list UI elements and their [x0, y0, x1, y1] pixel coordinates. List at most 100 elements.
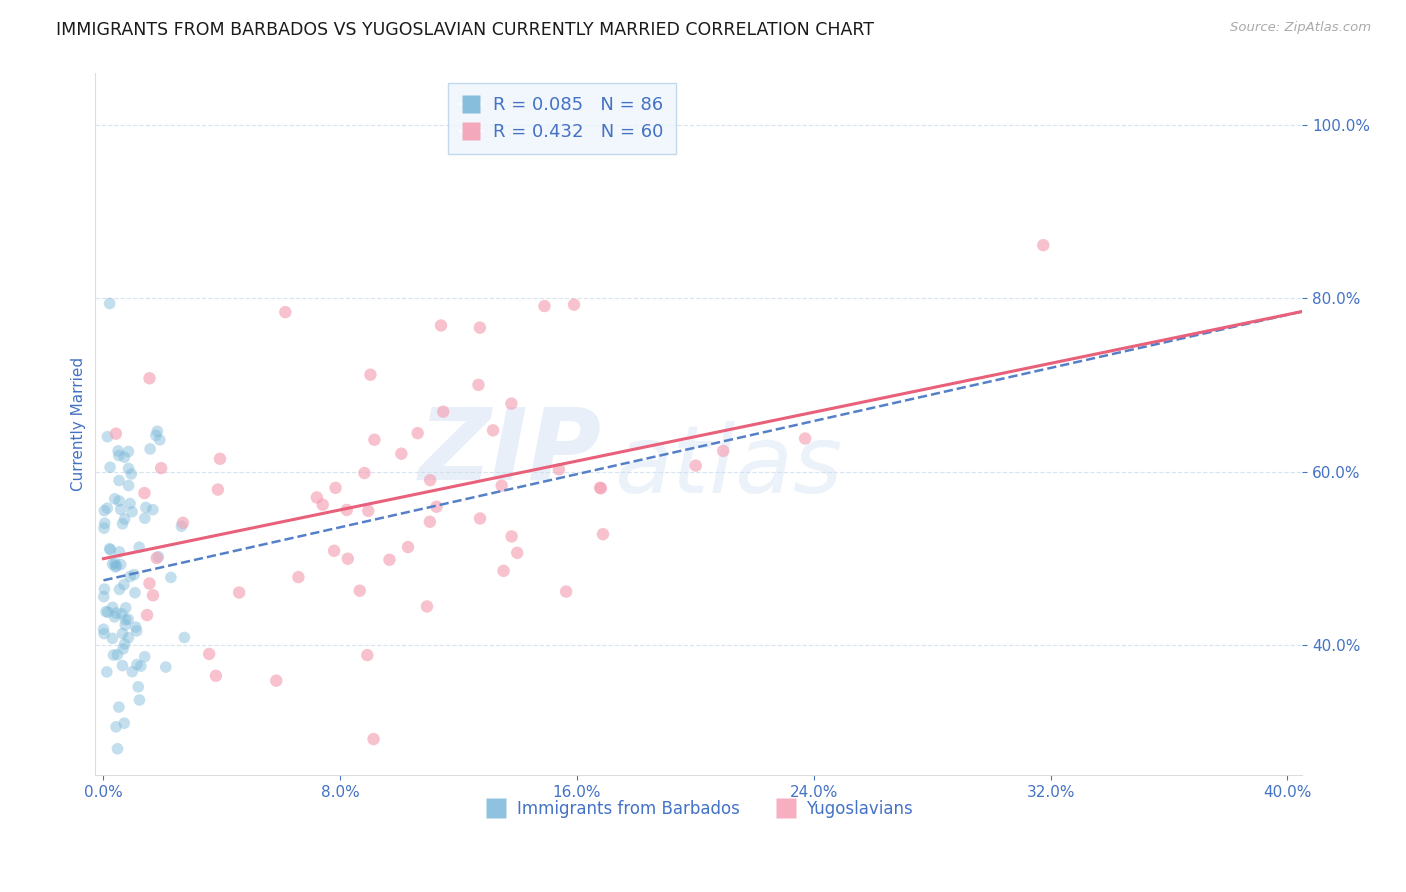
Point — [482, 423, 505, 437]
Point — [111, 658, 134, 673]
Point — [120, 467, 142, 481]
Point — [134, 649, 156, 664]
Point — [396, 540, 419, 554]
Point — [98, 541, 121, 556]
Point — [501, 396, 523, 410]
Point — [114, 613, 136, 627]
Point — [711, 444, 734, 458]
Point — [336, 503, 359, 517]
Point — [100, 542, 122, 557]
Point — [105, 606, 128, 620]
Point — [794, 432, 817, 446]
Point — [104, 491, 127, 506]
Point — [108, 449, 131, 463]
Point — [117, 612, 139, 626]
Point — [142, 588, 165, 602]
Point — [305, 491, 328, 505]
Point — [104, 560, 127, 574]
Point — [336, 551, 359, 566]
Point — [114, 618, 136, 632]
Point — [120, 788, 142, 802]
Point — [108, 474, 131, 488]
Point — [114, 512, 136, 526]
Point — [93, 626, 115, 640]
Point — [128, 693, 150, 707]
Point — [389, 447, 412, 461]
Point — [589, 481, 612, 495]
Y-axis label: Currently Married: Currently Married — [72, 357, 86, 491]
Point — [1032, 238, 1054, 252]
Point — [138, 371, 160, 385]
Point — [349, 583, 371, 598]
Point — [122, 567, 145, 582]
Point — [228, 585, 250, 599]
Point — [112, 577, 135, 591]
Point — [93, 516, 115, 531]
Point — [93, 521, 115, 535]
Point — [105, 648, 128, 662]
Point — [359, 368, 381, 382]
Point — [432, 405, 454, 419]
Point — [125, 657, 148, 672]
Point — [93, 622, 115, 636]
Point — [97, 605, 120, 619]
Point — [425, 500, 447, 514]
Point — [115, 822, 138, 836]
Point — [592, 527, 614, 541]
Point — [172, 516, 194, 530]
Point — [160, 570, 183, 584]
Point — [105, 558, 128, 573]
Point — [112, 716, 135, 731]
Point — [108, 545, 131, 559]
Point — [548, 462, 571, 476]
Point — [114, 600, 136, 615]
Point — [96, 501, 118, 516]
Point — [356, 648, 378, 662]
Point — [506, 546, 529, 560]
Point — [357, 504, 380, 518]
Point — [430, 318, 453, 333]
Point — [533, 299, 555, 313]
Point — [117, 631, 139, 645]
Point — [117, 478, 139, 492]
Point — [155, 660, 177, 674]
Point — [173, 631, 195, 645]
Point — [134, 511, 156, 525]
Point — [142, 502, 165, 516]
Point — [378, 552, 401, 566]
Text: IMMIGRANTS FROM BARBADOS VS YUGOSLAVIAN CURRENTLY MARRIED CORRELATION CHART: IMMIGRANTS FROM BARBADOS VS YUGOSLAVIAN … — [56, 21, 875, 39]
Point — [128, 540, 150, 554]
Point — [93, 590, 115, 604]
Point — [264, 673, 287, 688]
Point — [149, 433, 172, 447]
Point — [103, 648, 125, 662]
Point — [207, 483, 229, 497]
Point — [145, 428, 167, 442]
Point — [138, 576, 160, 591]
Point — [93, 582, 115, 596]
Point — [117, 444, 139, 458]
Point — [208, 451, 231, 466]
Point — [205, 669, 228, 683]
Point — [98, 460, 121, 475]
Point — [108, 494, 131, 508]
Point — [124, 585, 146, 599]
Point — [146, 424, 169, 438]
Point — [121, 505, 143, 519]
Point — [101, 557, 124, 571]
Point — [104, 556, 127, 570]
Point — [114, 637, 136, 651]
Point — [112, 641, 135, 656]
Text: atlas: atlas — [614, 421, 842, 512]
Point — [101, 600, 124, 615]
Point — [111, 626, 134, 640]
Point — [112, 450, 135, 465]
Point — [353, 466, 375, 480]
Point — [118, 497, 141, 511]
Point — [111, 516, 134, 531]
Point — [312, 498, 335, 512]
Legend: Immigrants from Barbados, Yugoslavians: Immigrants from Barbados, Yugoslavians — [477, 793, 920, 825]
Point — [136, 608, 159, 623]
Point — [150, 461, 173, 475]
Point — [125, 624, 148, 638]
